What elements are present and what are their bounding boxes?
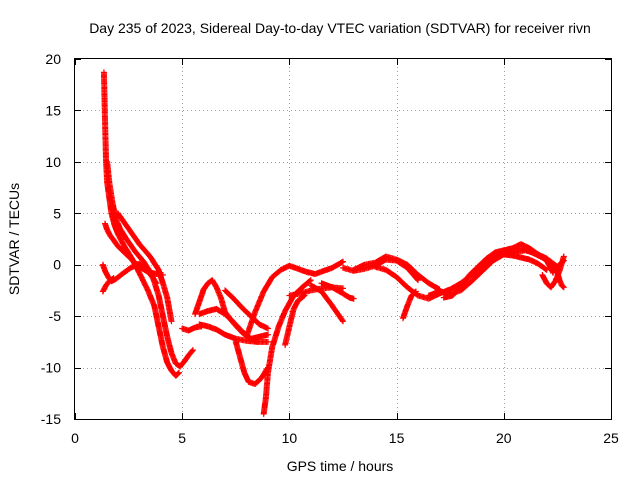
series-arc-22 <box>400 288 419 322</box>
y-axis-label: SDTVAR / TECUs <box>6 183 22 295</box>
series-arc-2 <box>104 158 196 370</box>
series-arc-6 <box>114 210 175 325</box>
x-axis-label: GPS time / hours <box>287 458 394 474</box>
series-arc-20 <box>350 253 443 293</box>
y-tick-labels: -15 -10 -5 0 5 10 15 20 <box>41 51 61 427</box>
y-tick-label: -10 <box>41 360 61 376</box>
data-point-marks <box>552 265 567 291</box>
x-tick-label: 25 <box>603 430 619 446</box>
series-arc-5 <box>99 275 117 295</box>
data-point-marks <box>232 338 271 387</box>
data-point-marks <box>114 210 175 325</box>
y-tick-label: 0 <box>53 257 61 273</box>
series-arc-27 <box>552 265 567 291</box>
data-point-marks <box>307 282 346 325</box>
series-arc-13 <box>243 258 346 340</box>
plot-frame <box>74 58 612 420</box>
y-tick-label: 15 <box>45 102 61 118</box>
y-tick-label: -5 <box>49 308 62 324</box>
x-tick-label: 5 <box>178 430 186 446</box>
data-point-marks <box>99 275 117 295</box>
chart-title: Day 235 of 2023, Sidereal Day-to-day VTE… <box>89 20 591 36</box>
series-arc-17 <box>307 282 346 325</box>
data-point-marks <box>243 258 346 340</box>
data-point-marks <box>500 251 550 273</box>
series-arc-15 <box>282 292 308 348</box>
y-tick-label: -15 <box>41 411 61 427</box>
series-arc-19 <box>318 280 357 302</box>
data-point-marks <box>350 253 443 293</box>
x-tick-label: 0 <box>71 430 79 446</box>
data-point-marks <box>196 321 271 345</box>
y-tick-label: 10 <box>45 154 61 170</box>
series-arc-10 <box>196 321 271 345</box>
data-point-marks <box>440 241 557 301</box>
data-point-marks <box>104 158 196 370</box>
x-tick-labels: 0 5 10 15 20 25 <box>71 430 619 446</box>
y-tick-label: 5 <box>53 205 61 221</box>
series-arc-25 <box>500 251 550 273</box>
data-point-marks <box>318 280 357 302</box>
series-arc-24 <box>440 241 557 301</box>
y-tick-label: 20 <box>45 51 61 67</box>
data-point-marks <box>282 292 308 348</box>
data-points <box>99 69 567 417</box>
x-tick-label: 20 <box>496 430 512 446</box>
data-point-marks <box>400 288 419 322</box>
x-tick-label: 10 <box>282 430 298 446</box>
x-tick-label: 15 <box>389 430 405 446</box>
axis-ticks <box>75 59 612 420</box>
series-arc-12 <box>232 338 271 387</box>
